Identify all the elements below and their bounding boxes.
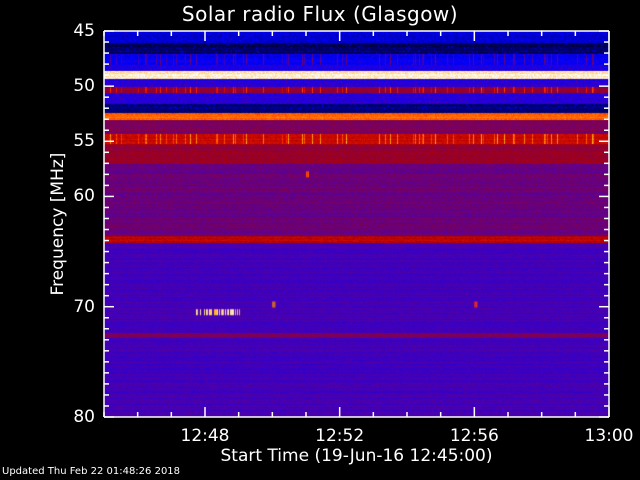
chart-title: Solar radio Flux (Glasgow) (181, 2, 459, 26)
updated-timestamp: Updated Thu Feb 22 01:48:26 2018 (2, 466, 181, 477)
y-tick-label: 80 (73, 407, 95, 427)
x-tick-label: 12:56 (449, 426, 499, 446)
spectrogram-heatmap (104, 31, 609, 417)
y-tick-label: 70 (73, 296, 95, 317)
y-tick-label: 55 (73, 131, 95, 152)
x-tick-label: 12:48 (180, 426, 230, 446)
y-tick-label: 50 (73, 76, 95, 97)
y-axis-label: Frequency [MHz] (48, 152, 68, 296)
x-tick-label: 12:52 (315, 426, 365, 446)
x-axis-label: Start Time (19-Jun-16 12:45:00) (220, 446, 493, 466)
x-tick-label: 13:00 (584, 426, 634, 446)
y-tick-label: 60 (73, 186, 95, 207)
y-tick-label: 45 (73, 21, 95, 41)
spectrogram-plot (104, 31, 609, 417)
